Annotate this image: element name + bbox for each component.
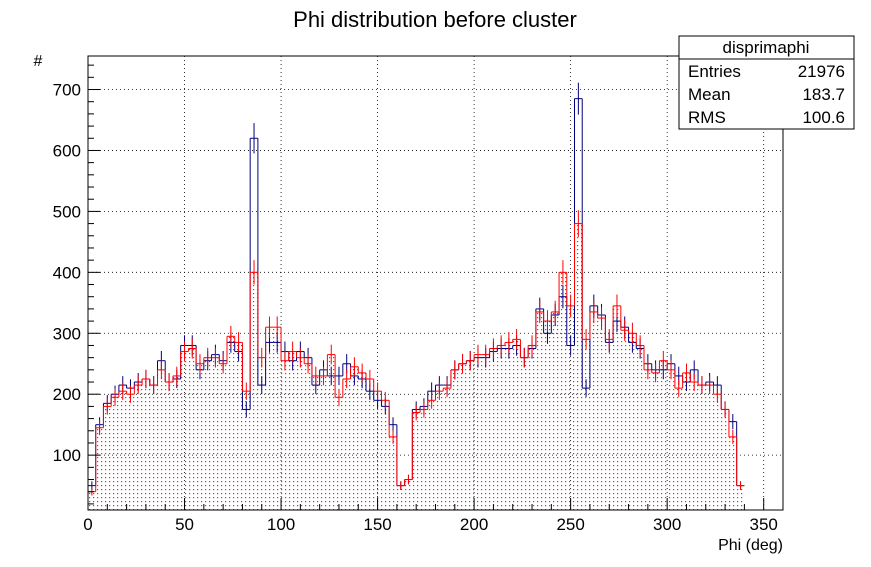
stats-rms-label: RMS (688, 108, 726, 127)
x-tick-label: 150 (363, 515, 391, 534)
x-tick-label: 250 (556, 515, 584, 534)
x-tick-label: 100 (267, 515, 295, 534)
y-tick-label: 700 (53, 81, 81, 100)
y-tick-label: 600 (53, 141, 81, 160)
stats-entries-label: Entries (688, 62, 741, 81)
stats-mean-label: Mean (688, 85, 731, 104)
x-tick-label: 50 (175, 515, 194, 534)
x-axis-ticks: 0 50 100 150 200 250 300 350 (83, 498, 784, 534)
y-axis-ticks: 100 200 300 400 500 600 700 (53, 64, 100, 505)
stats-box: disprimaphi Entries 21976 Mean 183.7 RMS… (678, 35, 855, 130)
stats-mean-value: 183.7 (802, 85, 845, 104)
stats-rms-value: 100.6 (802, 108, 845, 127)
x-axis-label: Phi (deg) (718, 537, 783, 554)
y-tick-label: 100 (53, 446, 81, 465)
y-tick-label: 200 (53, 385, 81, 404)
histogram-fill (88, 223, 745, 510)
y-tick-label: 400 (53, 263, 81, 282)
histogram-series (88, 82, 745, 496)
histogram-fill-area (88, 223, 745, 510)
x-tick-label: 350 (750, 515, 778, 534)
x-tick-label: 200 (460, 515, 488, 534)
x-tick-label: 300 (653, 515, 681, 534)
y-axis-label: # (34, 53, 43, 70)
y-tick-label: 300 (53, 324, 81, 343)
stats-box-frame (678, 35, 855, 130)
y-tick-label: 500 (53, 202, 81, 221)
series-1 (88, 210, 745, 496)
stats-entries-value: 21976 (798, 62, 845, 81)
x-tick-label: 0 (83, 515, 92, 534)
chart-title: Phi distribution before cluster (293, 7, 577, 32)
stats-box-title: disprimaphi (723, 38, 810, 57)
